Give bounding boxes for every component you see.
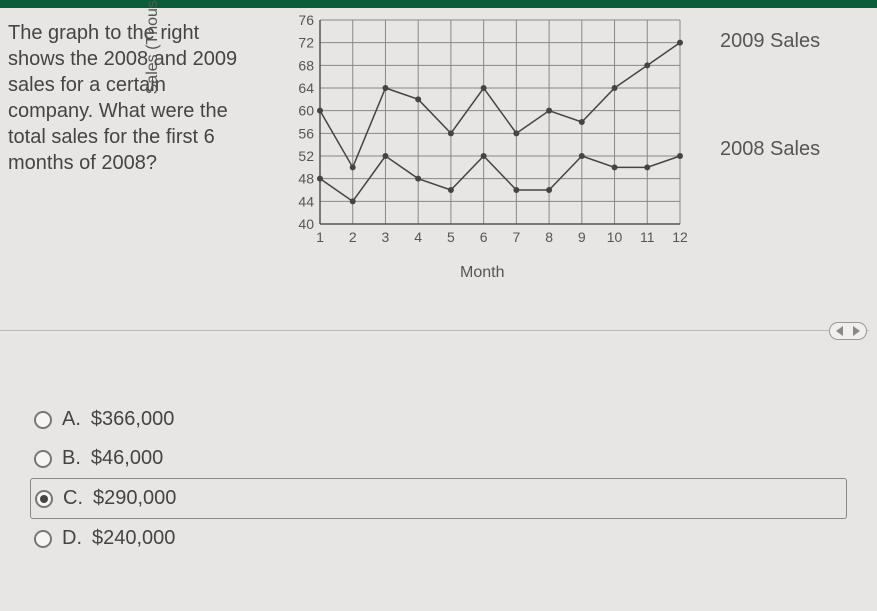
svg-text:7: 7: [512, 229, 520, 245]
svg-text:11: 11: [640, 229, 655, 245]
sales-chart: Sales (Thousands of $) 40444852566064687…: [260, 14, 690, 274]
option-d[interactable]: D. $240,000: [30, 519, 847, 558]
svg-text:40: 40: [298, 216, 314, 232]
option-text: $46,000: [91, 447, 163, 470]
radio-a[interactable]: [34, 411, 52, 429]
radio-d[interactable]: [34, 530, 52, 548]
option-b[interactable]: B. $46,000: [30, 439, 847, 478]
svg-text:8: 8: [545, 229, 553, 245]
svg-text:44: 44: [298, 193, 314, 209]
nav-pill-icon[interactable]: [829, 322, 867, 340]
radio-b[interactable]: [34, 450, 52, 468]
svg-text:72: 72: [298, 35, 314, 51]
option-text: $240,000: [92, 527, 175, 550]
svg-text:76: 76: [298, 14, 314, 28]
svg-text:4: 4: [414, 229, 422, 245]
legend-2008: 2008 Sales: [720, 138, 820, 161]
option-a[interactable]: A. $366,000: [30, 400, 847, 439]
answer-options: A. $366,000 B. $46,000 C. $290,000 D. $2…: [30, 400, 847, 558]
svg-text:9: 9: [578, 229, 586, 245]
question-text: The graph to the right shows the 2008 an…: [8, 20, 248, 176]
svg-text:56: 56: [298, 125, 314, 141]
svg-text:2: 2: [349, 229, 357, 245]
svg-text:5: 5: [447, 229, 455, 245]
svg-text:48: 48: [298, 171, 314, 187]
svg-text:64: 64: [298, 80, 314, 96]
option-c[interactable]: C. $290,000: [30, 478, 847, 519]
option-letter: A.: [62, 408, 81, 431]
svg-text:3: 3: [382, 229, 390, 245]
option-letter: B.: [62, 447, 81, 470]
option-text: $290,000: [93, 487, 176, 510]
legend-2009: 2009 Sales: [720, 30, 820, 53]
svg-text:10: 10: [607, 229, 623, 245]
option-letter: D.: [62, 527, 82, 550]
option-text: $366,000: [91, 408, 174, 431]
svg-text:6: 6: [480, 229, 488, 245]
svg-text:52: 52: [298, 148, 314, 164]
y-axis-label: Sales (Thousands of $): [144, 0, 162, 94]
window-top-border: [0, 0, 877, 8]
section-divider: [0, 330, 869, 331]
x-axis-label: Month: [460, 264, 504, 282]
svg-text:1: 1: [316, 229, 324, 245]
svg-text:60: 60: [298, 103, 314, 119]
svg-text:12: 12: [672, 229, 688, 245]
option-letter: C.: [63, 487, 83, 510]
chart-canvas: 40444852566064687276123456789101112: [260, 14, 690, 254]
svg-text:68: 68: [298, 57, 314, 73]
radio-c[interactable]: [35, 490, 53, 508]
